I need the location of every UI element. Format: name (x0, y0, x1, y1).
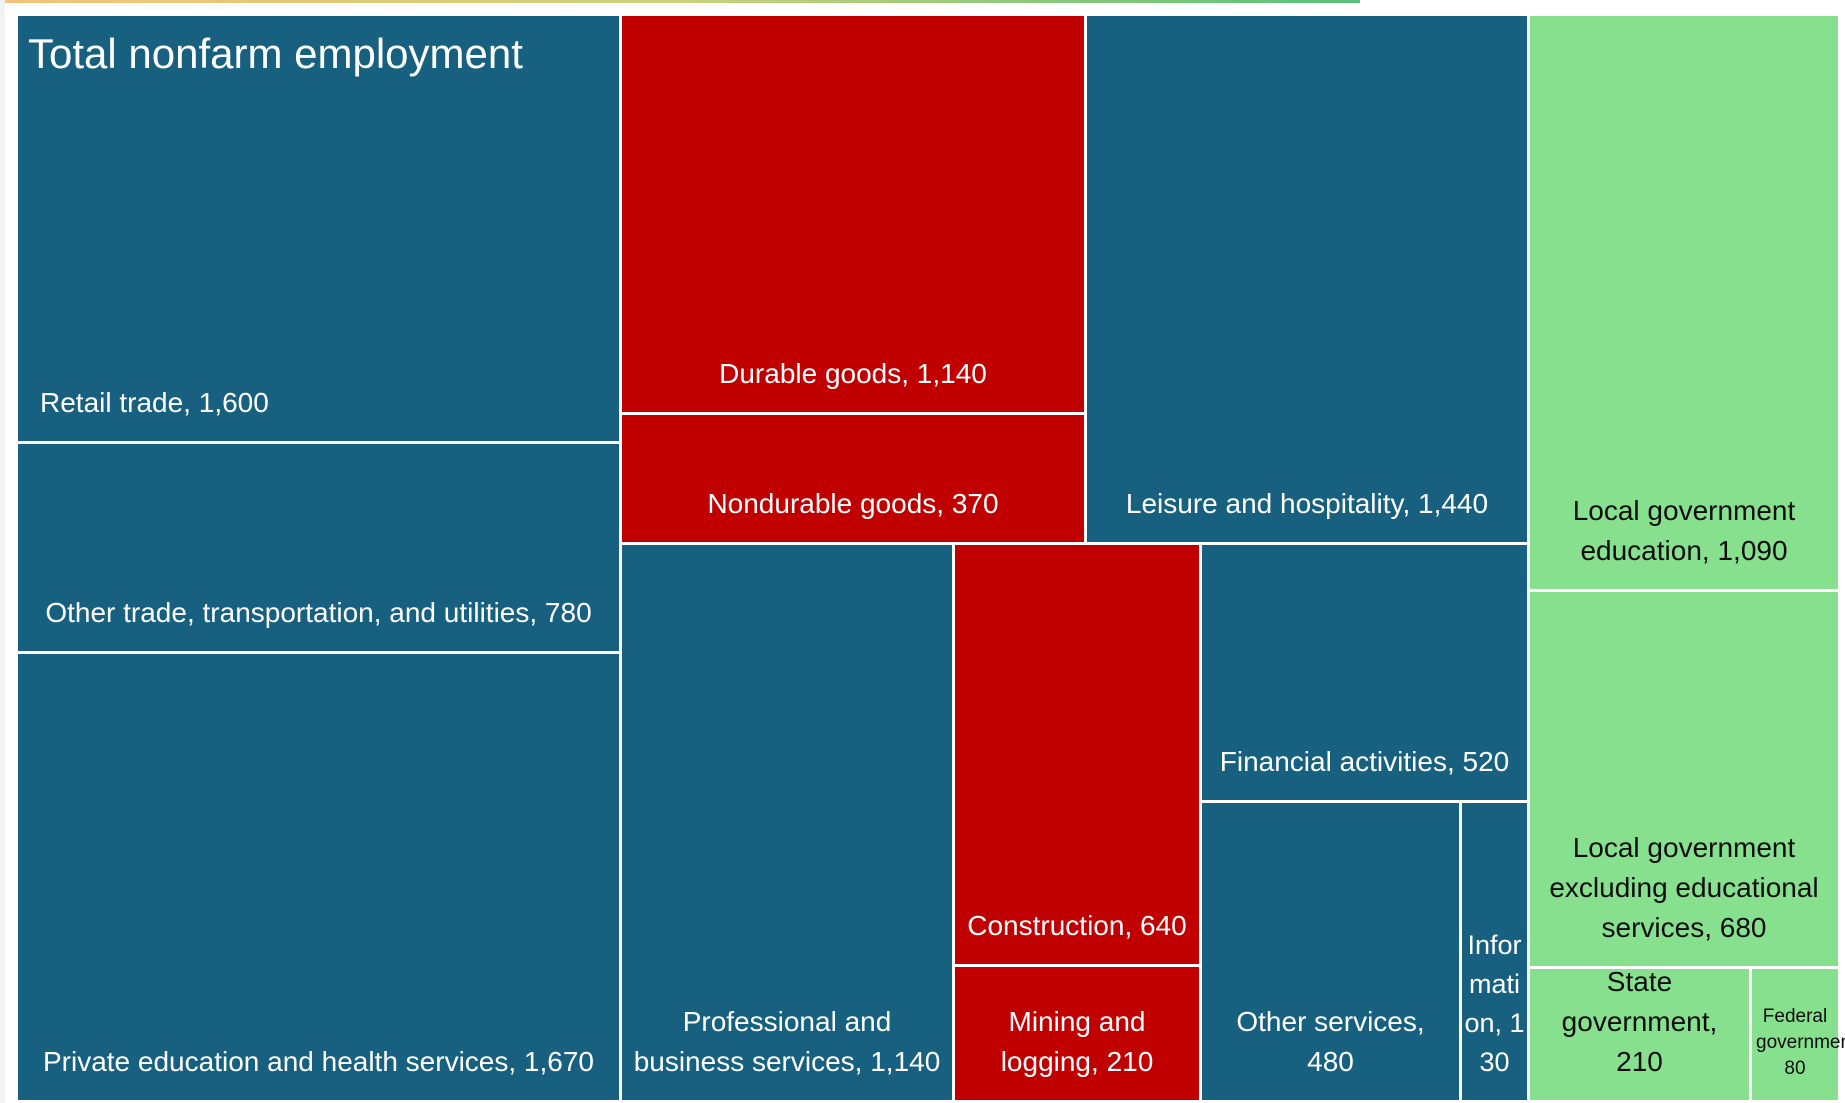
tile-label: Private education and health services, 1… (42, 1046, 595, 1077)
chart-title: Total nonfarm employment (28, 30, 523, 77)
tile-construction: Construction, 640 (955, 545, 1199, 964)
tile-other-services: Other services, 480 (1202, 803, 1459, 1100)
tile-nondurable-goods: Nondurable goods, 370 (622, 415, 1084, 542)
tile-local-government-excluding-educational-services: Local government excluding educational s… (1530, 592, 1838, 966)
tile-label: Construction, 640 (967, 910, 1187, 941)
tile-durable-goods: Durable goods, 1,140 (622, 16, 1084, 412)
tile-financial-activities: Financial activities, 520 (1202, 545, 1527, 800)
tile-other-trade-transportation-and-utilities: Other trade, transportation, and utiliti… (18, 444, 619, 651)
tile-label: Professional and business services, 1,14… (633, 1006, 941, 1077)
tile-label: Nondurable goods, 370 (707, 488, 999, 519)
tile-leisure-and-hospitality: Leisure and hospitality, 1,440 (1087, 16, 1527, 542)
tile-label: Mining and logging, 210 (1000, 1006, 1154, 1077)
tile-private-education-and-health-services: Private education and health services, 1… (18, 654, 619, 1100)
tile-mining-and-logging: Mining and logging, 210 (955, 967, 1199, 1100)
tile-information: Information, 130 (1462, 803, 1527, 1100)
tile-federal-government: Federal government, 80 (1752, 969, 1845, 1100)
tile-state-government: State government, 210 (1530, 966, 1749, 1100)
tile-local-government-education: Local government education, 1,090 (1530, 16, 1838, 589)
tile-label: Federal government, 80 (1756, 1006, 1845, 1079)
tile-label: Other trade, transportation, and utiliti… (45, 597, 592, 628)
tile-label: Leisure and hospitality, 1,440 (1125, 488, 1489, 519)
tile-label: State government, 210 (1561, 966, 1718, 1077)
tile-label: Local government education, 1,090 (1572, 495, 1796, 566)
tile-label: Durable goods, 1,140 (719, 358, 987, 389)
tile-label: Information, 130 (1464, 930, 1525, 1077)
tile-label: Financial activities, 520 (1219, 746, 1510, 777)
treemap-chart: Retail trade, 1,600 Other trade, transpor… (18, 16, 1845, 1103)
tile-label: Local government excluding educational s… (1549, 832, 1819, 943)
tile-retail-trade: Retail trade, 1,600 (18, 16, 619, 441)
tile-professional-and-business-services: Professional and business services, 1,14… (622, 545, 952, 1100)
left-edge (0, 0, 5, 1103)
tile-label: Other services, 480 (1236, 1006, 1425, 1077)
top-accent-bar (0, 0, 1360, 3)
tile-label: Retail trade, 1,600 (40, 387, 269, 418)
